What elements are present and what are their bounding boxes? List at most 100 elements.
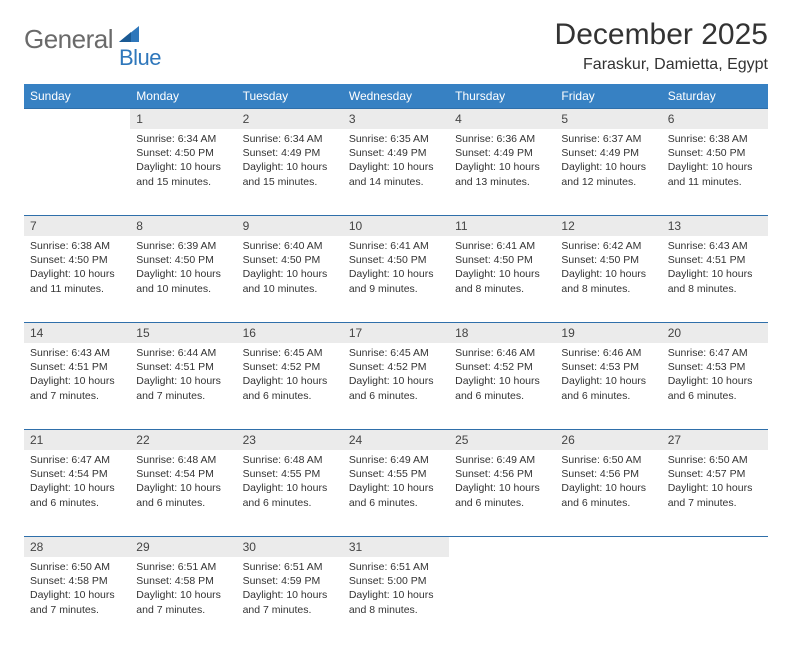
logo-text-accent: Blue bbox=[119, 45, 161, 71]
day-details: Sunrise: 6:36 AMSunset: 4:49 PMDaylight:… bbox=[449, 129, 555, 195]
day-cell: Sunrise: 6:42 AMSunset: 4:50 PMDaylight:… bbox=[555, 236, 661, 322]
day-details: Sunrise: 6:39 AMSunset: 4:50 PMDaylight:… bbox=[130, 236, 236, 302]
daynum-row: 21222324252627 bbox=[24, 429, 768, 450]
day-details: Sunrise: 6:50 AMSunset: 4:56 PMDaylight:… bbox=[555, 450, 661, 516]
day-number: 20 bbox=[662, 322, 768, 343]
day-number: 11 bbox=[449, 215, 555, 236]
day-details: Sunrise: 6:44 AMSunset: 4:51 PMDaylight:… bbox=[130, 343, 236, 409]
day-number: 16 bbox=[237, 322, 343, 343]
day-details: Sunrise: 6:38 AMSunset: 4:50 PMDaylight:… bbox=[24, 236, 130, 302]
day-cell: Sunrise: 6:43 AMSunset: 4:51 PMDaylight:… bbox=[662, 236, 768, 322]
day-number: 29 bbox=[130, 536, 236, 557]
day-cell: Sunrise: 6:36 AMSunset: 4:49 PMDaylight:… bbox=[449, 129, 555, 215]
day-number: 15 bbox=[130, 322, 236, 343]
day-cell: Sunrise: 6:48 AMSunset: 4:54 PMDaylight:… bbox=[130, 450, 236, 536]
day-cell: Sunrise: 6:47 AMSunset: 4:53 PMDaylight:… bbox=[662, 343, 768, 429]
day-cell: Sunrise: 6:35 AMSunset: 4:49 PMDaylight:… bbox=[343, 129, 449, 215]
daynum-cell: 5 bbox=[555, 108, 661, 129]
daynum-cell: 21 bbox=[24, 429, 130, 450]
daynum-row: 28293031 bbox=[24, 536, 768, 557]
daynum-cell: 20 bbox=[662, 322, 768, 343]
daynum-cell: 13 bbox=[662, 215, 768, 236]
week-row: Sunrise: 6:43 AMSunset: 4:51 PMDaylight:… bbox=[24, 343, 768, 429]
day-cell: Sunrise: 6:44 AMSunset: 4:51 PMDaylight:… bbox=[130, 343, 236, 429]
day-details: Sunrise: 6:40 AMSunset: 4:50 PMDaylight:… bbox=[237, 236, 343, 302]
day-cell bbox=[555, 557, 661, 643]
weekday-header-row: SundayMondayTuesdayWednesdayThursdayFrid… bbox=[24, 84, 768, 108]
day-cell: Sunrise: 6:51 AMSunset: 5:00 PMDaylight:… bbox=[343, 557, 449, 643]
day-number: 5 bbox=[555, 108, 661, 129]
daynum-cell: 2 bbox=[237, 108, 343, 129]
day-number: 3 bbox=[343, 108, 449, 129]
weekday-header: Thursday bbox=[449, 84, 555, 108]
daynum-cell: 28 bbox=[24, 536, 130, 557]
daynum-cell: 7 bbox=[24, 215, 130, 236]
weekday-header: Sunday bbox=[24, 84, 130, 108]
logo: General Blue bbox=[24, 24, 187, 55]
daynum-cell: 31 bbox=[343, 536, 449, 557]
daynum-row: 14151617181920 bbox=[24, 322, 768, 343]
day-details: Sunrise: 6:34 AMSunset: 4:50 PMDaylight:… bbox=[130, 129, 236, 195]
day-details-empty bbox=[24, 129, 130, 138]
day-cell: Sunrise: 6:46 AMSunset: 4:52 PMDaylight:… bbox=[449, 343, 555, 429]
day-cell: Sunrise: 6:37 AMSunset: 4:49 PMDaylight:… bbox=[555, 129, 661, 215]
logo-text-main: General bbox=[24, 24, 113, 55]
day-cell: Sunrise: 6:50 AMSunset: 4:56 PMDaylight:… bbox=[555, 450, 661, 536]
day-details: Sunrise: 6:38 AMSunset: 4:50 PMDaylight:… bbox=[662, 129, 768, 195]
daynum-row: 123456 bbox=[24, 108, 768, 129]
weekday-header: Saturday bbox=[662, 84, 768, 108]
day-cell: Sunrise: 6:41 AMSunset: 4:50 PMDaylight:… bbox=[343, 236, 449, 322]
daynum-cell: 16 bbox=[237, 322, 343, 343]
day-details: Sunrise: 6:34 AMSunset: 4:49 PMDaylight:… bbox=[237, 129, 343, 195]
day-number: 10 bbox=[343, 215, 449, 236]
day-cell: Sunrise: 6:49 AMSunset: 4:56 PMDaylight:… bbox=[449, 450, 555, 536]
day-cell: Sunrise: 6:48 AMSunset: 4:55 PMDaylight:… bbox=[237, 450, 343, 536]
day-cell bbox=[24, 129, 130, 215]
day-details: Sunrise: 6:46 AMSunset: 4:53 PMDaylight:… bbox=[555, 343, 661, 409]
day-number-empty bbox=[555, 536, 661, 557]
day-number: 24 bbox=[343, 429, 449, 450]
day-details: Sunrise: 6:51 AMSunset: 4:58 PMDaylight:… bbox=[130, 557, 236, 623]
day-details: Sunrise: 6:47 AMSunset: 4:54 PMDaylight:… bbox=[24, 450, 130, 516]
day-cell: Sunrise: 6:43 AMSunset: 4:51 PMDaylight:… bbox=[24, 343, 130, 429]
daynum-cell bbox=[24, 108, 130, 129]
day-details: Sunrise: 6:48 AMSunset: 4:55 PMDaylight:… bbox=[237, 450, 343, 516]
daynum-cell: 3 bbox=[343, 108, 449, 129]
daynum-cell bbox=[449, 536, 555, 557]
day-cell: Sunrise: 6:39 AMSunset: 4:50 PMDaylight:… bbox=[130, 236, 236, 322]
day-cell bbox=[449, 557, 555, 643]
daynum-cell: 23 bbox=[237, 429, 343, 450]
day-number: 19 bbox=[555, 322, 661, 343]
day-details: Sunrise: 6:49 AMSunset: 4:56 PMDaylight:… bbox=[449, 450, 555, 516]
day-cell: Sunrise: 6:51 AMSunset: 4:58 PMDaylight:… bbox=[130, 557, 236, 643]
daynum-cell: 1 bbox=[130, 108, 236, 129]
day-number: 17 bbox=[343, 322, 449, 343]
day-cell: Sunrise: 6:38 AMSunset: 4:50 PMDaylight:… bbox=[24, 236, 130, 322]
weekday-header: Tuesday bbox=[237, 84, 343, 108]
day-details: Sunrise: 6:41 AMSunset: 4:50 PMDaylight:… bbox=[343, 236, 449, 302]
daynum-cell: 11 bbox=[449, 215, 555, 236]
day-number: 1 bbox=[130, 108, 236, 129]
day-number: 18 bbox=[449, 322, 555, 343]
day-cell: Sunrise: 6:38 AMSunset: 4:50 PMDaylight:… bbox=[662, 129, 768, 215]
week-row: Sunrise: 6:47 AMSunset: 4:54 PMDaylight:… bbox=[24, 450, 768, 536]
day-number: 12 bbox=[555, 215, 661, 236]
daynum-cell bbox=[662, 536, 768, 557]
day-details-empty bbox=[555, 557, 661, 566]
daynum-cell: 24 bbox=[343, 429, 449, 450]
title-block: December 2025 Faraskur, Damietta, Egypt bbox=[555, 18, 768, 74]
day-details-empty bbox=[662, 557, 768, 566]
day-number: 8 bbox=[130, 215, 236, 236]
day-number-empty bbox=[662, 536, 768, 557]
day-cell: Sunrise: 6:51 AMSunset: 4:59 PMDaylight:… bbox=[237, 557, 343, 643]
daynum-cell: 10 bbox=[343, 215, 449, 236]
day-number-empty bbox=[24, 108, 130, 129]
page-title: December 2025 bbox=[555, 18, 768, 52]
day-number: 14 bbox=[24, 322, 130, 343]
day-details: Sunrise: 6:41 AMSunset: 4:50 PMDaylight:… bbox=[449, 236, 555, 302]
daynum-cell: 26 bbox=[555, 429, 661, 450]
daynum-cell: 6 bbox=[662, 108, 768, 129]
day-cell: Sunrise: 6:50 AMSunset: 4:58 PMDaylight:… bbox=[24, 557, 130, 643]
day-number: 13 bbox=[662, 215, 768, 236]
daynum-cell bbox=[555, 536, 661, 557]
